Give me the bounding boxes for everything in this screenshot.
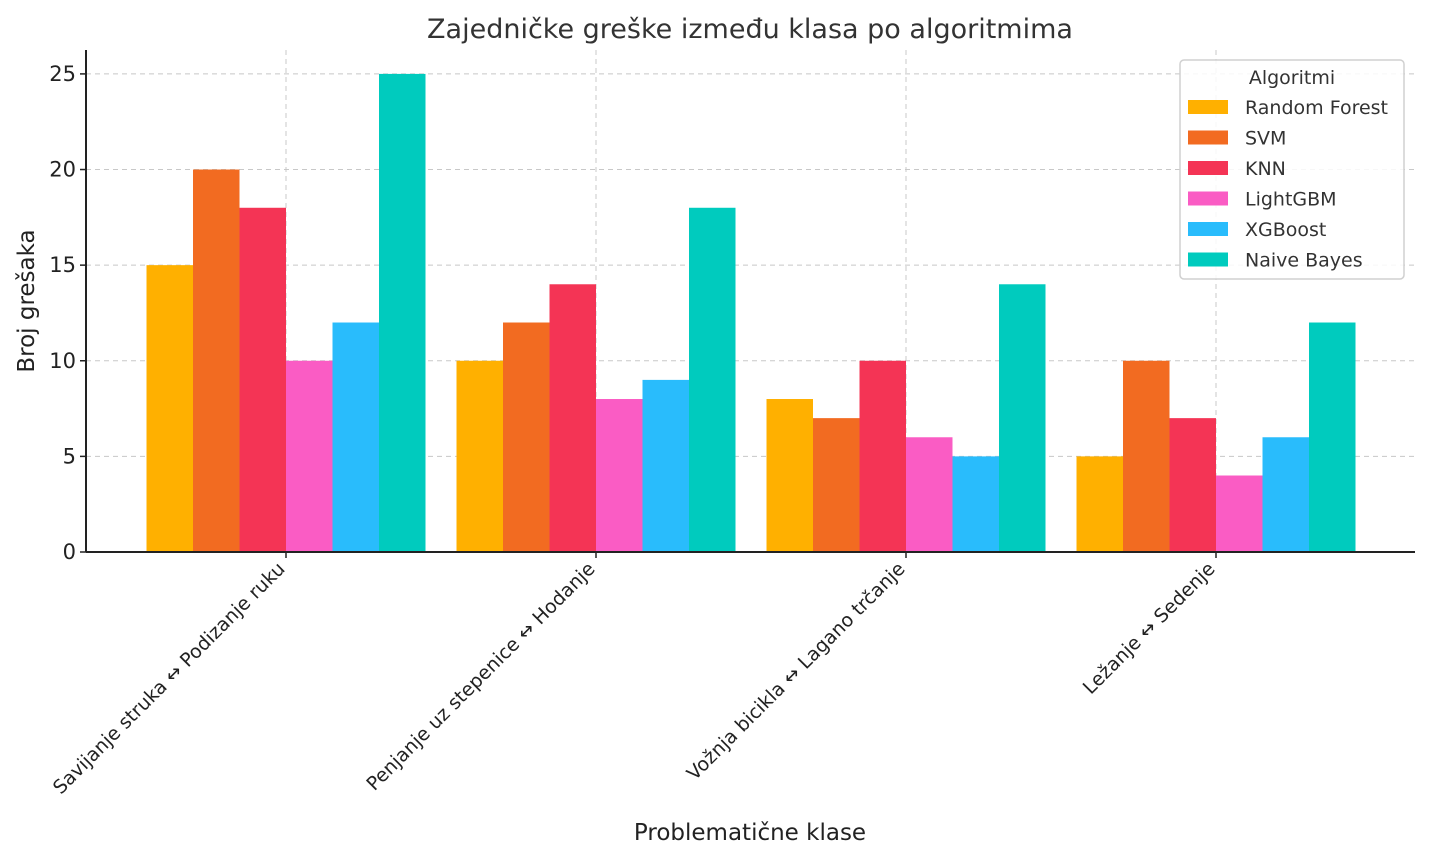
y-tick-label: 25	[49, 62, 76, 86]
axes	[85, 50, 1415, 553]
bar-random-forest	[1076, 456, 1123, 552]
legend-swatch	[1188, 100, 1228, 114]
bar-knn	[239, 207, 286, 552]
legend-swatch	[1188, 161, 1228, 175]
y-tick-label: 0	[63, 540, 76, 564]
bar-svm	[193, 169, 240, 552]
legend-swatch	[1188, 191, 1228, 206]
y-tick-label: 5	[63, 444, 76, 468]
bar-random-forest	[456, 360, 503, 552]
x-tick-label: Ležanje ↔ Sedenje	[1079, 558, 1220, 699]
bar-lightgbm	[286, 360, 333, 552]
legend-entry: SVM	[1245, 128, 1286, 150]
bar-svm	[813, 418, 860, 552]
bar-xgboost	[952, 456, 999, 552]
bar-knn	[549, 284, 596, 552]
legend-entry: Naive Bayes	[1245, 250, 1363, 272]
legend-entry: XGBoost	[1245, 219, 1326, 241]
bar-naive-bayes	[379, 73, 426, 553]
x-ticks: Savijanje struka ↔ Podizanje ruku Penjanj…	[49, 552, 1220, 799]
bar-lightgbm	[1216, 475, 1263, 552]
legend-swatch	[1188, 252, 1228, 267]
legend-entry: Random Forest	[1245, 97, 1388, 119]
bar-naive-bayes	[689, 207, 736, 552]
bar-naive-bayes	[999, 284, 1046, 552]
legend-entry: KNN	[1245, 158, 1286, 180]
legend-title: Algoritmi	[1249, 67, 1335, 89]
x-tick-label: Vožnja bicikla ↔ Lagano trčanje	[683, 558, 910, 785]
y-tick-label: 20	[49, 158, 76, 182]
legend-swatch	[1188, 222, 1228, 236]
legend-entry: LightGBM	[1245, 189, 1337, 211]
chart-title: Zajedničke greške između klasa po algori…	[427, 14, 1073, 45]
x-tick-label: Savijanje struka ↔ Podizanje ruku	[49, 558, 290, 799]
bars	[146, 73, 1356, 553]
bar-naive-bayes	[1309, 322, 1356, 552]
y-tick-label: 10	[49, 349, 76, 373]
bar-lightgbm	[596, 399, 643, 552]
bar-knn	[859, 360, 906, 552]
bar-xgboost	[332, 322, 379, 552]
y-tick-label: 15	[49, 253, 76, 277]
bar-lightgbm	[906, 437, 953, 552]
bar-xgboost	[642, 379, 689, 552]
legend-box	[1179, 59, 1405, 280]
y-axis-label: Broj grešaka	[14, 229, 40, 372]
legend: Algoritmi Random Forest SVM KNN LightGBM XGB…	[1179, 59, 1405, 280]
bar-svm	[1123, 360, 1170, 552]
legend-swatch	[1188, 130, 1228, 145]
bar-random-forest	[146, 265, 193, 552]
x-axis-label: Problematične klase	[634, 820, 866, 846]
y-ticks: 0 5 10 15 20 25	[49, 62, 86, 564]
bar-knn	[1169, 418, 1216, 552]
x-tick-label: Penjanje uz stepenice ↔ Hodanje	[362, 558, 599, 795]
bar-random-forest	[766, 399, 813, 552]
bar-svm	[503, 322, 550, 552]
bar-xgboost	[1262, 437, 1309, 552]
